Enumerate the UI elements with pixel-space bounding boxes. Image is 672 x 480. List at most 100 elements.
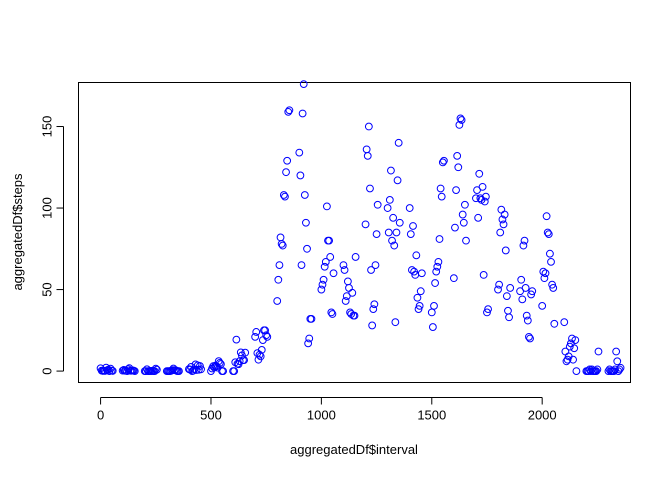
- data-point: [367, 266, 375, 274]
- data-point: [275, 261, 284, 270]
- data-point: [340, 266, 349, 274]
- data-point: [317, 285, 326, 294]
- data-point: [409, 222, 417, 230]
- data-point: [118, 366, 127, 375]
- data-point: [395, 218, 404, 227]
- data-point: [547, 257, 555, 266]
- data-point: [387, 166, 395, 175]
- data-point: [297, 261, 306, 270]
- data-point: [278, 241, 287, 250]
- data-point: [363, 151, 372, 160]
- data-point: [197, 365, 205, 374]
- data-point: [456, 114, 465, 123]
- data-point: [255, 350, 264, 359]
- data-point: [263, 332, 272, 341]
- data-point: [321, 257, 330, 266]
- data-point: [501, 246, 510, 255]
- data-point: [371, 261, 380, 270]
- data-point: [481, 192, 490, 201]
- data-point: [451, 223, 459, 232]
- data-point: [370, 300, 379, 309]
- data-point: [458, 210, 467, 219]
- y-axis-label: aggregatedDf$steps: [10, 173, 25, 291]
- data-point: [538, 301, 547, 310]
- data-point: [298, 109, 307, 118]
- data-point: [351, 253, 360, 261]
- data-point: [437, 192, 446, 201]
- data-point: [130, 367, 139, 375]
- data-point: [319, 275, 328, 284]
- data-point: [494, 285, 502, 294]
- data-point: [414, 305, 423, 314]
- data-point: [230, 367, 239, 375]
- data-point: [151, 364, 160, 373]
- data-point: [300, 191, 309, 199]
- x-tick-label: 500: [200, 408, 222, 423]
- data-point: [435, 235, 444, 243]
- data-point: [593, 365, 602, 374]
- data-point: [454, 163, 463, 172]
- data-point: [432, 267, 441, 276]
- data-point: [277, 240, 286, 248]
- data-point: [366, 184, 374, 193]
- data-point: [615, 365, 624, 374]
- data-point: [281, 192, 289, 201]
- data-point: [361, 220, 370, 229]
- data-point: [495, 280, 504, 289]
- data-point: [413, 293, 422, 302]
- data-point: [462, 236, 470, 245]
- data-point: [480, 197, 489, 206]
- x-axis-label: aggregatedDf$interval: [290, 442, 418, 457]
- data-point: [541, 269, 550, 278]
- data-point: [592, 367, 601, 375]
- data-point: [570, 344, 579, 353]
- data-point: [325, 236, 334, 245]
- data-point: [438, 158, 447, 167]
- y-tick-label: 0: [40, 367, 55, 374]
- data-point: [393, 176, 402, 185]
- data-point: [328, 310, 337, 318]
- data-point: [594, 347, 603, 356]
- data-point: [215, 359, 224, 367]
- data-point: [320, 262, 329, 271]
- data-point: [283, 156, 292, 165]
- data-point: [232, 335, 241, 344]
- data-point: [405, 204, 414, 212]
- data-point: [350, 311, 359, 320]
- data-point: [305, 334, 314, 343]
- data-point: [475, 169, 484, 178]
- data-point: [519, 241, 528, 250]
- data-point: [394, 138, 403, 147]
- data-point: [106, 364, 115, 373]
- data-point: [560, 318, 569, 327]
- data-point: [527, 290, 536, 299]
- data-point: [499, 220, 508, 229]
- data-point: [341, 297, 350, 305]
- data-point: [295, 148, 304, 157]
- data-point: [440, 156, 448, 165]
- data-point: [452, 186, 460, 195]
- data-point: [299, 80, 308, 89]
- y-axis: 0 50 100 150: [40, 116, 64, 375]
- data-point: [610, 367, 618, 375]
- data-point: [369, 305, 378, 314]
- data-point: [364, 122, 373, 131]
- y-tick-label: 100: [40, 197, 55, 219]
- data-point: [285, 106, 294, 115]
- data-point: [526, 334, 534, 343]
- x-tick-label: 0: [97, 408, 104, 423]
- data-point: [523, 316, 532, 325]
- data-point: [391, 318, 400, 327]
- data-point: [483, 308, 491, 317]
- data-point: [569, 355, 577, 364]
- x-tick-label: 1000: [307, 408, 336, 423]
- data-point: [323, 202, 331, 211]
- x-axis: 0 500 1000 1500 2000: [97, 397, 557, 423]
- data-point: [302, 218, 310, 227]
- data-point: [108, 367, 117, 375]
- plot-frame: [78, 82, 631, 383]
- data-point: [152, 365, 161, 374]
- y-tick-label: 50: [40, 282, 55, 296]
